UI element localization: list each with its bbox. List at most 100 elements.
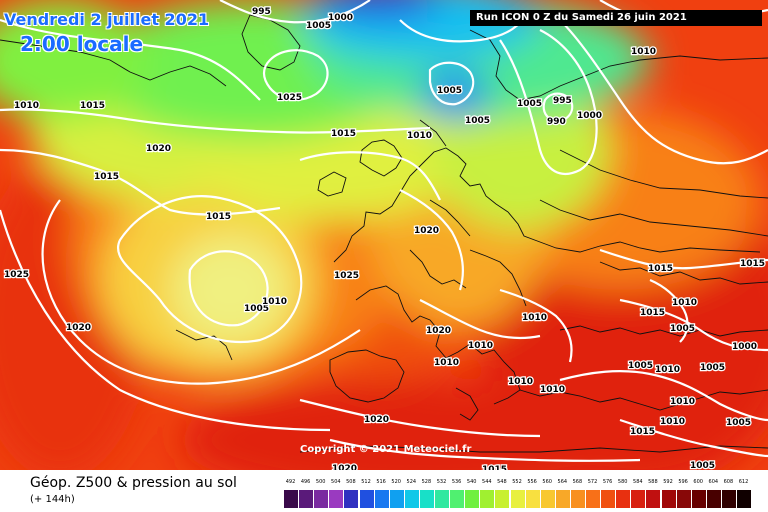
legend-value-label: 544 [482,479,492,485]
isobar-pressure-label: 1010 [262,297,287,307]
geopotential-color-field [0,0,768,470]
legend-color-swatch [344,490,359,508]
isobar-pressure-label: 1020 [332,464,357,470]
legend-color-swatch [721,490,736,508]
legend-color-swatch [465,490,480,508]
legend-color-swatch [284,490,298,508]
legend-value-label: 524 [406,479,417,485]
isobar-pressure-label: 1000 [577,111,602,121]
legend-value-label: 608 [723,479,734,485]
legend-color-swatch [450,490,465,508]
coastline-outlines [0,14,768,453]
isobar-pressure-label: 1005 [437,86,462,96]
legend-color-swatch [737,490,751,508]
legend-color-swatch [435,490,449,508]
legend-value-label: 512 [361,479,371,485]
isobar-pressure-label: 1020 [66,323,91,333]
legend-value-label: 500 [315,479,326,485]
isobar-pressure-label: 1000 [732,342,757,352]
isobar-pressure-label: 1020 [426,326,451,336]
legend-value-label: 520 [391,479,401,485]
isobar-pressure-label: 1020 [364,415,389,425]
legend-value-label: 592 [663,479,673,485]
isobar-pressure-label: 1015 [482,465,507,470]
legend-color-swatch [359,490,374,508]
legend-value-label: 540 [466,479,477,485]
legend-color-swatch [480,490,495,508]
isobar-pressure-label: 1020 [146,144,171,154]
isobar-pressure-label: 1005 [700,363,725,373]
legend-value-label: 532 [436,479,447,485]
legend-color-swatch [404,490,419,508]
isobar-pressure-label: 1005 [726,418,751,428]
legend-value-label: 516 [376,479,386,485]
isobar-pressure-label: 1015 [630,427,655,437]
color-scale-legend: 492 496 500 504 508 512 516 520 524 528 532 536 540 5… [284,479,754,509]
legend-color-swatch [661,490,676,508]
isobar-pressure-label: 1020 [414,226,439,236]
isobar-pressure-label: 1015 [648,264,673,274]
legend-value-label: 504 [331,479,341,485]
legend-color-swatch [706,490,721,508]
isobar-pressure-label: 1025 [4,270,29,280]
legend-value-label: 596 [678,479,688,485]
isobar-pressure-label: 1015 [640,308,665,318]
legend-value-label: 552 [512,479,522,485]
forecast-local-time: 2:00 locale [20,32,144,56]
legend-value-label: 528 [421,479,432,485]
legend-color-swatch [374,490,389,508]
isobar-pressure-label: 1005 [465,116,490,126]
legend-value-label: 568 [572,479,583,485]
legend-color-swatch [389,490,404,508]
isobar-pressure-label: 1015 [94,172,119,182]
isobar-pressure-label: 995 [252,7,271,17]
legend-value-label: 560 [542,479,552,485]
isobar-pressure-label: 1005 [628,361,653,371]
isobar-pressure-label: 1010 [660,417,685,427]
legend-value-label: 536 [451,479,462,485]
isobar-pressure-label: 1010 [522,313,547,323]
isobar-pressure-label: 1010 [468,341,493,351]
isobar-pressure-label: 990 [547,117,566,127]
legend-color-swatch [555,490,570,508]
isobar-pressure-label: 1005 [517,99,542,109]
isobar-pressure-label: 1025 [277,93,302,103]
legend-color-swatch [676,490,691,508]
isobar-pressure-label: 1010 [670,397,695,407]
legend-color-swatch [691,490,706,508]
legend-value-label: 572 [587,479,598,485]
legend-value-label: 508 [346,479,356,485]
isobar-pressure-label: 1015 [740,259,765,269]
isobar-pressure-label: 1010 [672,298,697,308]
legend-value-label: 496 [300,479,311,485]
legend-value-label: 588 [648,479,658,485]
isobar-pressure-label: 1010 [14,101,39,111]
legend-color-swatch [314,490,329,508]
isobar-pressure-label: 1015 [206,212,231,222]
isobar-pressure-label: 1005 [306,21,331,31]
legend-value-label: 492 [285,479,296,485]
isobar-pressure-label: 1000 [328,13,353,23]
isobar-pressure-label: 1010 [434,358,459,368]
legend-color-swatch [329,490,344,508]
legend-color-swatch [419,490,434,508]
legend-color-swatch [601,490,616,508]
isobar-pressure-label: 1010 [508,377,533,387]
legend-color-swatch [525,490,540,508]
legend-value-label: 548 [497,479,507,485]
legend-value-label: 612 [738,479,749,485]
model-run-label: Run ICON 0 Z du Samedi 26 juin 2021 [470,10,762,26]
legend-value-label: 580 [617,479,628,485]
legend-value-label: 600 [693,479,703,485]
legend-color-swatch [540,490,555,508]
copyright-notice: Copyright © 2021 Meteociel.fr [300,444,472,455]
legend-value-label: 584 [633,479,643,485]
isobar-pressure-label: 995 [553,96,572,106]
legend-value-label: 564 [557,479,568,485]
lead-time-label: (+ 144h) [30,494,75,505]
isobar-pressure-label: 1010 [631,47,656,57]
isobar-lines [0,0,768,462]
